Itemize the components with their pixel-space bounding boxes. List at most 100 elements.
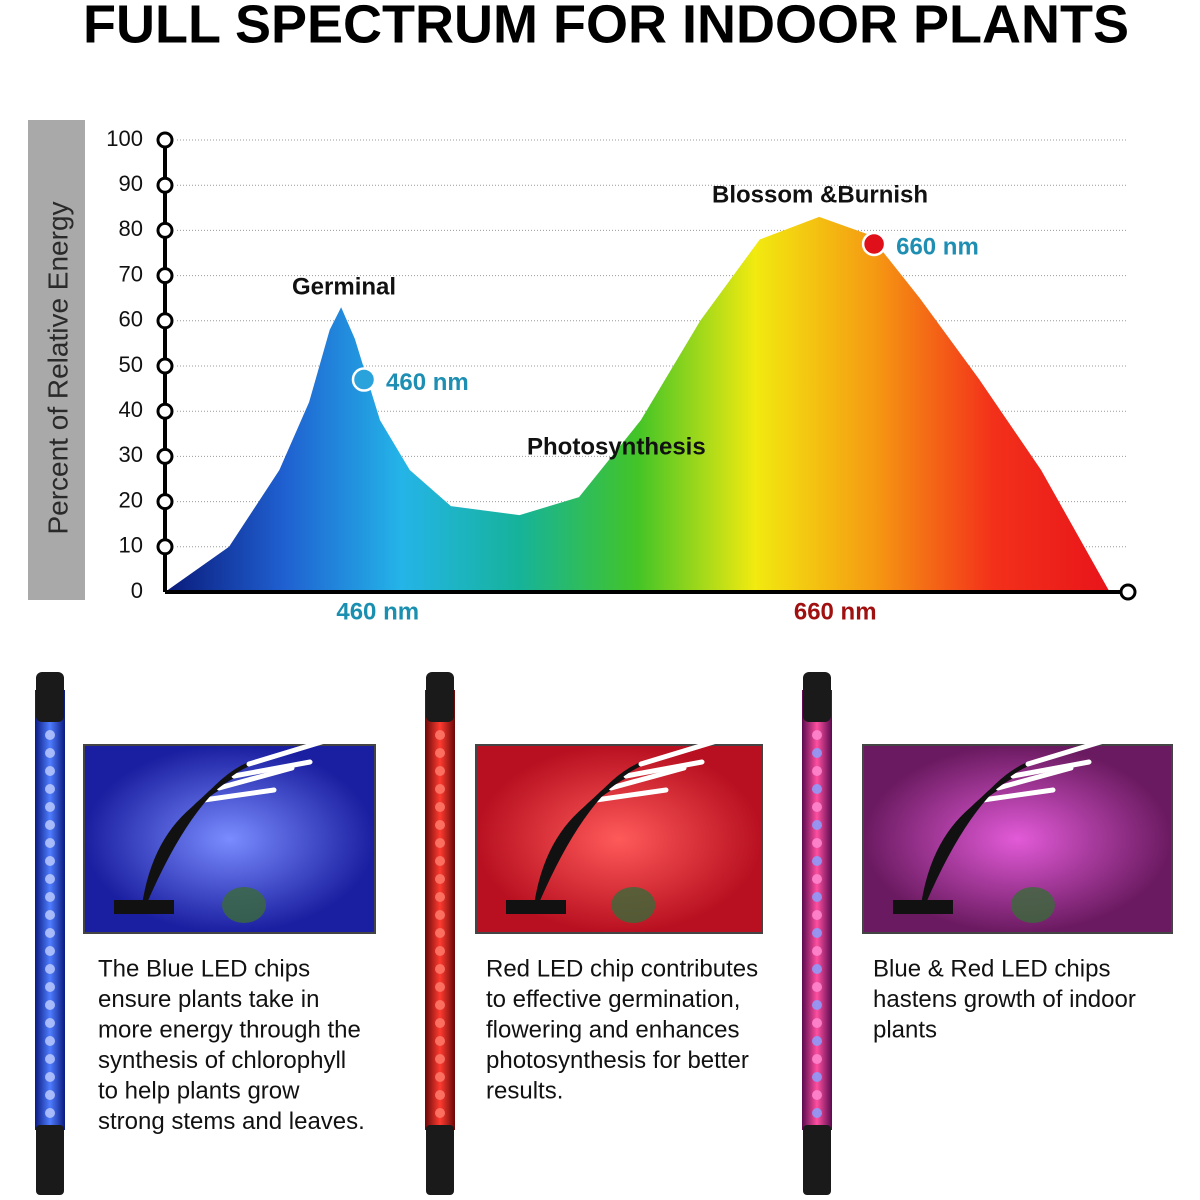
led-chip: [45, 1036, 55, 1046]
lamp-head: [995, 765, 1074, 791]
lamp-head: [246, 737, 331, 767]
x-tick-label: 660 nm: [794, 598, 877, 625]
led-chip: [45, 1054, 55, 1064]
led-chip: [435, 820, 445, 830]
clip: [114, 900, 174, 914]
panel-text: to effective germination,: [486, 986, 740, 1013]
led-chip: [45, 874, 55, 884]
plant: [222, 887, 267, 923]
led-chip: [45, 1108, 55, 1118]
led-chip: [812, 1054, 822, 1064]
led-chip: [435, 874, 445, 884]
panel-text: to help plants grow: [98, 1077, 300, 1104]
led-chip: [812, 1000, 822, 1010]
lamp-head: [231, 759, 313, 779]
led-chip: [812, 856, 822, 866]
led-chip: [812, 838, 822, 848]
led-cap: [803, 1125, 831, 1195]
led-chip: [812, 982, 822, 992]
led-chip: [45, 910, 55, 920]
panel-text: plants: [873, 1016, 937, 1043]
panel-text: photosynthesis for better: [486, 1047, 749, 1074]
led-cap: [426, 1125, 454, 1195]
led-chip: [435, 1000, 445, 1010]
led-chip: [435, 982, 445, 992]
led-chip: [45, 802, 55, 812]
clip: [893, 900, 953, 914]
lamp-head: [1025, 737, 1110, 767]
led-chip: [435, 1072, 445, 1082]
y-tick-label: 20: [119, 487, 143, 512]
x-axis-end: [1119, 583, 1137, 601]
y-tick-label: 60: [119, 307, 143, 332]
led-chip: [45, 820, 55, 830]
led-chip: [812, 1018, 822, 1028]
led-chip: [812, 910, 822, 920]
lamp-head: [638, 737, 723, 767]
led-chip: [45, 748, 55, 758]
panel-text: The Blue LED chips: [98, 955, 310, 982]
plant: [1010, 887, 1055, 923]
led-chip: [435, 1108, 445, 1118]
led-chip: [812, 1108, 822, 1118]
led-chip: [45, 964, 55, 974]
annotation: Germinal: [292, 273, 396, 300]
y-tick-mark: [156, 221, 174, 239]
led-cap: [36, 672, 64, 722]
clip: [506, 900, 566, 914]
led-chip: [812, 766, 822, 776]
y-tick-label: 10: [119, 533, 143, 558]
lamp-head: [216, 765, 295, 791]
lamp-head: [201, 787, 277, 803]
y-tick-mark: [156, 538, 174, 556]
led-chip: [45, 766, 55, 776]
led-chip: [435, 910, 445, 920]
led-chip: [812, 1090, 822, 1100]
y-tick-label: 100: [106, 126, 143, 151]
led-chip: [435, 1090, 445, 1100]
y-tick-mark: [156, 447, 174, 465]
y-tick-label: 30: [119, 442, 143, 467]
panel-text: hastens growth of indoor: [873, 986, 1136, 1013]
y-tick-label: 90: [119, 171, 143, 196]
led-chip: [45, 892, 55, 902]
annotation: Photosynthesis: [527, 433, 706, 460]
lamp-arm: [921, 762, 1029, 906]
panel-text: strong stems and leaves.: [98, 1108, 365, 1135]
led-chip: [45, 730, 55, 740]
x-tick-label: 460 nm: [336, 598, 419, 625]
led-chip: [812, 748, 822, 758]
y-tick-mark: [156, 312, 174, 330]
y-tick-mark: [156, 267, 174, 285]
y-tick-label: 70: [119, 261, 143, 286]
y-tick-mark: [156, 176, 174, 194]
marker-label: 460 nm: [386, 369, 469, 396]
page-title: FULL SPECTRUM FOR INDOOR PLANTS: [83, 0, 1129, 54]
led-chip: [45, 856, 55, 866]
lamp-head: [980, 787, 1056, 803]
led-chip: [435, 892, 445, 902]
ylabel-box: [28, 120, 85, 600]
y-tick-label: 0: [131, 578, 143, 603]
led-chip: [45, 1072, 55, 1082]
y-tick-mark: [156, 493, 174, 511]
led-chip: [812, 730, 822, 740]
led-chip: [812, 928, 822, 938]
led-chip: [45, 1018, 55, 1028]
led-chip: [435, 784, 445, 794]
panel-text: synthesis of chlorophyll: [98, 1047, 346, 1074]
led-chip: [812, 1036, 822, 1046]
annotation: Blossom &Burnish: [712, 181, 928, 208]
led-chip: [435, 766, 445, 776]
led-chip: [435, 928, 445, 938]
led-cap: [803, 672, 831, 722]
lamp-arm: [534, 762, 642, 906]
led-chip: [45, 784, 55, 794]
led-chip: [812, 874, 822, 884]
led-cap: [36, 1125, 64, 1195]
spectrum-area: [165, 216, 1110, 592]
y-tick-label: 80: [119, 216, 143, 241]
panel-text: ensure plants take in: [98, 986, 319, 1013]
led-chip: [812, 1072, 822, 1082]
y-tick-mark: [156, 402, 174, 420]
